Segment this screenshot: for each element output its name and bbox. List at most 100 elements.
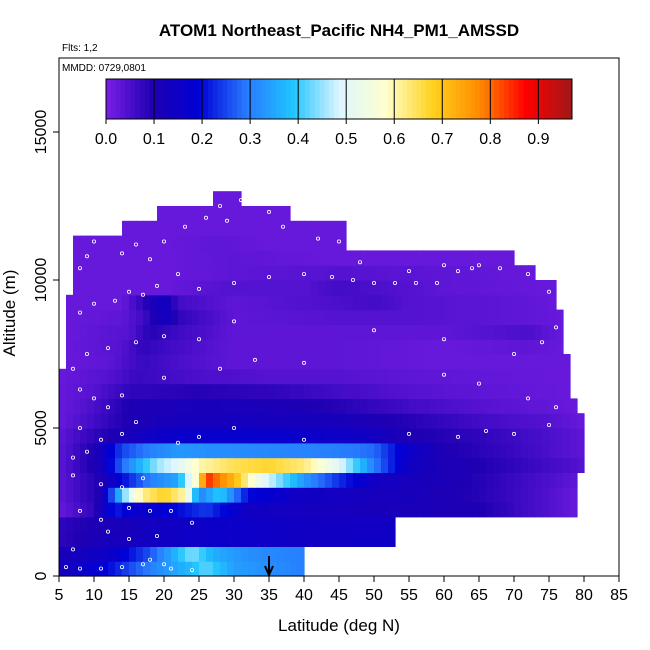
heatmap-cell: [227, 324, 235, 340]
heatmap-cell: [185, 206, 193, 222]
heatmap-cell: [206, 383, 214, 399]
heatmap-cell: [507, 294, 515, 311]
heatmap-cell: [297, 531, 305, 547]
heatmap-cell: [332, 220, 340, 237]
heatmap-cell: [423, 398, 431, 414]
sample-point: [85, 351, 90, 356]
colorbar-segment: [280, 79, 287, 119]
heatmap-cell: [290, 368, 298, 385]
heatmap-cell: [339, 516, 347, 533]
heatmap-cell: [66, 487, 74, 503]
heatmap-cell: [143, 413, 151, 429]
heatmap-cell: [451, 265, 459, 281]
heatmap-cell: [129, 398, 137, 414]
heatmap-cell: [465, 265, 473, 281]
heatmap-cell: [479, 250, 487, 266]
heatmap-cell: [220, 442, 228, 459]
heatmap-cell: [178, 472, 186, 488]
heatmap-cell: [430, 442, 438, 459]
heatmap-cell: [563, 428, 571, 444]
heatmap-cell: [199, 324, 207, 340]
heatmap-cell: [241, 324, 249, 340]
heatmap-cell: [276, 516, 284, 533]
x-tick-label: 20: [155, 587, 173, 604]
heatmap-cell: [472, 368, 480, 385]
heatmap-cell: [325, 398, 333, 414]
heatmap-cell: [59, 398, 67, 414]
heatmap-cell: [136, 354, 144, 370]
heatmap-cell: [514, 280, 522, 296]
heatmap-cell: [528, 428, 536, 444]
heatmap-cell: [206, 309, 214, 325]
heatmap-cell: [115, 250, 123, 266]
heatmap-cell: [108, 383, 116, 399]
heatmap-cell: [437, 398, 445, 414]
heatmap-cell: [206, 220, 214, 237]
heatmap-cell: [115, 472, 123, 488]
heatmap-cell: [528, 339, 536, 355]
heatmap-cell: [199, 309, 207, 325]
heatmap-cell: [255, 487, 263, 503]
sample-point: [547, 422, 552, 427]
heatmap-cell: [248, 368, 256, 385]
heatmap-cell: [255, 516, 263, 533]
heatmap-cell: [220, 294, 228, 311]
heatmap-cell: [199, 398, 207, 414]
heatmap-cell: [164, 206, 172, 222]
heatmap-cell: [227, 191, 235, 207]
heatmap-cell: [451, 309, 459, 325]
heatmap-cell: [115, 383, 123, 399]
heatmap-cell: [178, 502, 186, 518]
heatmap-cell: [87, 502, 95, 518]
heatmap-cell: [325, 428, 333, 444]
heatmap-cell: [220, 339, 228, 355]
heatmap-cell: [87, 428, 95, 444]
heatmap-cell: [360, 354, 368, 370]
heatmap-cell: [262, 324, 270, 340]
heatmap-cell: [395, 324, 403, 340]
sample-point: [99, 566, 104, 571]
heatmap-cell: [115, 398, 123, 414]
y-axis-label: Altitude (m): [0, 270, 19, 357]
heatmap-cell: [374, 265, 382, 281]
colorbar-segment: [130, 79, 136, 119]
heatmap-cell: [248, 457, 256, 473]
heatmap-cell: [262, 398, 270, 414]
heatmap-cell: [409, 368, 417, 385]
heatmap-cell: [353, 280, 361, 296]
heatmap-cell: [318, 250, 326, 266]
heatmap-cell: [241, 368, 249, 385]
sample-point: [357, 260, 362, 265]
heatmap-cell: [535, 487, 543, 503]
heatmap-cell: [360, 516, 368, 533]
heatmap-cell: [269, 428, 277, 444]
heatmap-cell: [479, 428, 487, 444]
heatmap-cell: [143, 220, 151, 237]
heatmap-cell: [290, 502, 298, 518]
heatmap-cell: [213, 235, 221, 251]
heatmap-cell: [276, 472, 284, 488]
heatmap-cell: [444, 428, 452, 444]
heatmap-cell: [297, 487, 305, 503]
heatmap-cell: [66, 354, 74, 370]
heatmap-cell: [213, 324, 221, 340]
heatmap-cell: [136, 339, 144, 355]
heatmap-cell: [143, 516, 151, 533]
heatmap-cell: [437, 428, 445, 444]
heatmap-cell: [220, 368, 228, 385]
heatmap-cell: [241, 294, 249, 311]
colorbar-segment: [538, 79, 544, 119]
heatmap-cell: [381, 428, 389, 444]
colorbar-segment: [188, 79, 194, 119]
heatmap-cell: [94, 383, 102, 399]
heatmap-cell: [339, 280, 347, 296]
heatmap-cell: [283, 206, 291, 222]
heatmap-cell: [570, 472, 578, 488]
heatmap-cell: [283, 220, 291, 237]
heatmap-cell: [185, 220, 193, 237]
heatmap-cell: [94, 339, 102, 355]
heatmap-cell: [311, 472, 319, 488]
heatmap-cell: [563, 487, 571, 503]
heatmap-cell: [465, 487, 473, 503]
sample-point: [140, 562, 145, 567]
